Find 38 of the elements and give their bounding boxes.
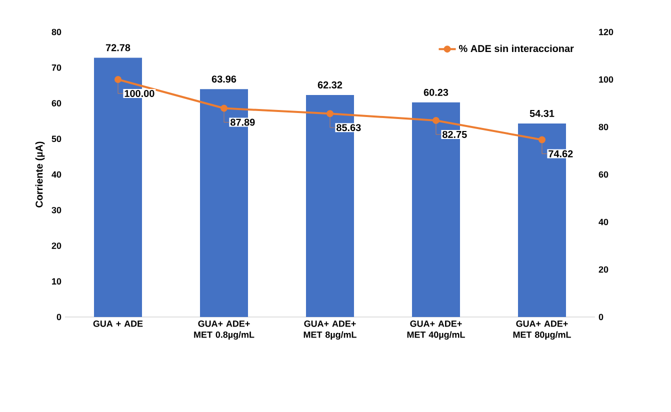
data-label: 82.75 — [442, 130, 467, 138]
y2-tick-label: 20 — [598, 266, 608, 273]
data-label: 62.32 — [318, 81, 342, 88]
data-label: 60.23 — [424, 88, 448, 96]
x-tick-label: GUA+ ADE+ MET 80µg/mL — [513, 320, 571, 340]
y-tick-label: 60 — [52, 100, 62, 106]
data-label: 72.78 — [106, 44, 130, 52]
data-label: 85.63 — [336, 124, 361, 132]
point — [326, 110, 334, 118]
legend-label: % ADE sin interaccionar — [459, 44, 574, 52]
y2-tick-label: 0 — [598, 314, 604, 320]
y-axis-title: Corriente (µA) — [35, 142, 45, 208]
point — [220, 104, 228, 112]
x-tick-label: GUA + ADE — [93, 320, 143, 327]
y-tick-label: 80 — [52, 28, 62, 36]
y-tick-label: 40 — [52, 171, 62, 178]
point — [432, 116, 440, 124]
data-label: 87.89 — [230, 118, 255, 126]
data-label: 63.96 — [212, 76, 236, 83]
y-tick-label: 10 — [52, 278, 62, 285]
data-label: 54.31 — [530, 110, 554, 118]
y2-tick-label: 60 — [598, 171, 608, 178]
y2-tick-label: 100 — [599, 76, 614, 83]
data-label: 74.62 — [548, 150, 573, 158]
y-tick-label: 20 — [52, 242, 62, 249]
y2-tick-label: 120 — [599, 28, 614, 36]
point — [114, 76, 122, 83]
y-tick-label: 70 — [52, 64, 62, 71]
x-tick-label: GUA+ ADE+ MET 40µg/mL — [407, 320, 465, 340]
y2-tick-label: 40 — [598, 218, 608, 226]
data-label: 100.00 — [124, 90, 154, 98]
point — [538, 136, 546, 144]
y-tick-label: 50 — [52, 136, 62, 142]
y-tick-label: 0 — [56, 314, 62, 320]
y-tick-label: 30 — [52, 206, 62, 214]
x-tick-label: GUA+ ADE+ MET 0.8µg/mL — [194, 320, 254, 340]
x-tick-label: GUA+ ADE+ MET 8µg/mL — [304, 320, 356, 340]
y2-tick-label: 80 — [598, 124, 608, 130]
